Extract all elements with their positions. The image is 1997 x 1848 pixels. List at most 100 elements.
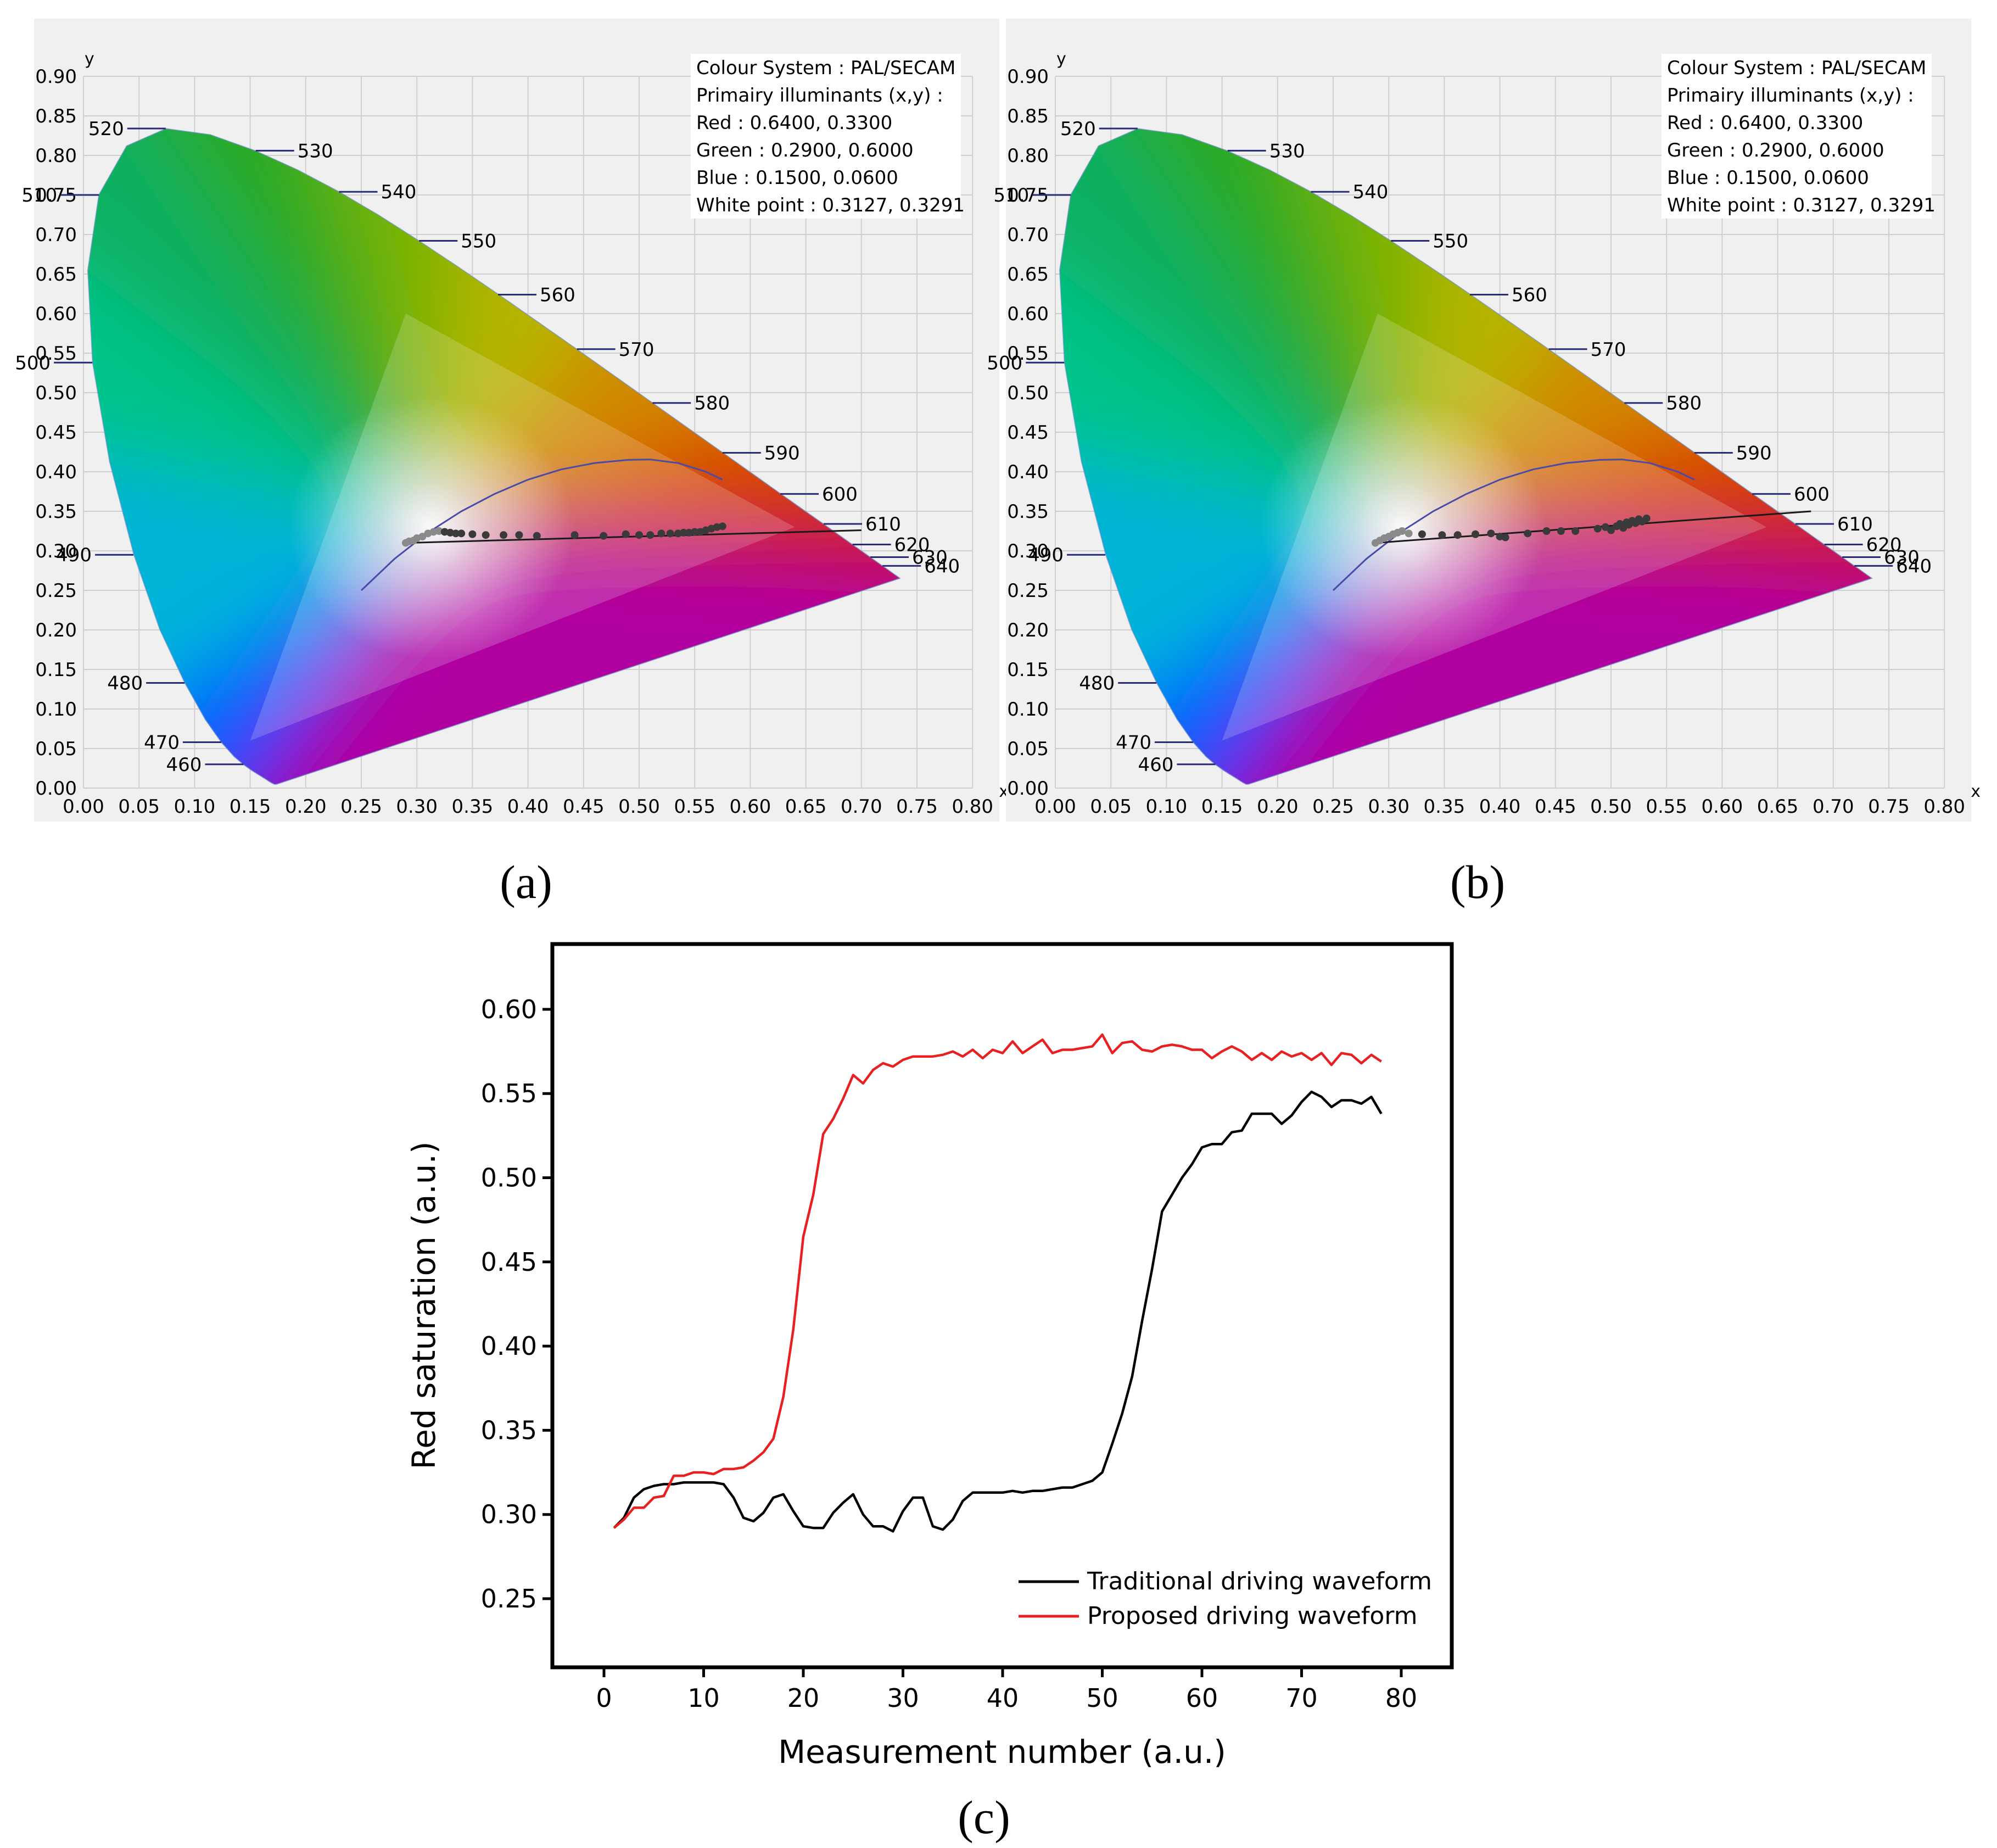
chart-c-frame	[550, 942, 1454, 1670]
a-wl-label-640: 640	[924, 555, 960, 577]
a-x-tick-6: 0.30	[396, 796, 438, 818]
a-wedge-28	[87, 129, 432, 528]
b-wl-label-640: 640	[1896, 555, 1932, 577]
a-wl-label-470: 470	[144, 732, 180, 753]
info-a-line-1: Colour System : PAL/SECAM	[696, 57, 955, 79]
a-wl-label-520: 520	[88, 118, 124, 140]
legend-label-proposed: Proposed driving waveform	[1087, 1602, 1418, 1630]
b-wl-label-530: 530	[1269, 140, 1305, 162]
a-x-tick-2: 0.10	[174, 796, 216, 818]
b-y-axis-label: y	[1056, 49, 1066, 69]
a-data-point-12	[468, 530, 477, 538]
chart-a-info-box: Colour System : PAL/SECAM Primairy illum…	[691, 54, 965, 219]
a-y-tick-8: 0.40	[35, 461, 77, 483]
a-y-tick-0: 0.00	[35, 778, 77, 800]
a-data-point-10	[452, 529, 460, 538]
b-data-point-19	[1593, 524, 1602, 533]
chart-c-x-axis-label: Measurement number (a.u.)	[778, 1733, 1226, 1771]
a-wl-label-590: 590	[764, 442, 800, 464]
b-wl-label-590: 590	[1736, 442, 1772, 464]
b-x-tick-13: 0.65	[1757, 796, 1799, 818]
panel-label-a: (a)	[500, 856, 552, 908]
b-wl-label-560: 560	[1512, 284, 1547, 306]
a-x-tick-11: 0.55	[674, 796, 715, 818]
b-trend-line	[1375, 510, 1811, 544]
a-data-point-22	[657, 529, 665, 538]
a-wl-label-480: 480	[107, 672, 143, 694]
b-x-tick-3: 0.15	[1201, 796, 1243, 818]
a-color-wedges	[87, 129, 900, 785]
c-x-tick-5: 50	[1086, 1683, 1118, 1713]
b-wl-label-630: 630	[1884, 547, 1920, 569]
b-data-point-14	[1501, 533, 1509, 541]
b-wl-label-540: 540	[1353, 181, 1389, 203]
b-data-point-21	[1607, 526, 1615, 534]
b-x-tick-0: 0.00	[1034, 796, 1076, 818]
a-x-tick-10: 0.50	[618, 796, 660, 818]
a-wl-label-620: 620	[894, 534, 930, 556]
a-y-tick-3: 0.15	[35, 659, 77, 681]
chart-b-info-box: Colour System : PAL/SECAM Primairy illum…	[1662, 54, 1936, 219]
b-y-tick-5: 0.25	[1007, 580, 1049, 602]
a-y-tick-4: 0.20	[35, 619, 77, 641]
b-data-point-8	[1418, 530, 1426, 538]
b-data-point-17	[1557, 527, 1565, 535]
b-x-tick-7: 0.35	[1424, 796, 1465, 818]
b-wl-label-480: 480	[1079, 672, 1115, 694]
a-x-tick-1: 0.05	[118, 796, 160, 818]
b-y-tick-9: 0.45	[1007, 422, 1049, 444]
chart-c-series	[613, 1033, 1383, 1533]
a-wedge-25	[87, 129, 432, 528]
a-y-tick-9: 0.45	[35, 422, 77, 444]
b-y-tick-10: 0.50	[1007, 382, 1049, 404]
b-x-tick-8: 0.40	[1479, 796, 1521, 818]
chart-b-axes: 0.00 0.05 0.10 0.15 0.20 0.25 0.30 0.35 0.40 0.45…	[1007, 49, 1981, 818]
b-wedge-14	[1059, 527, 1403, 785]
a-data-point-21	[646, 531, 655, 539]
a-wedge-29	[87, 129, 432, 528]
b-data-point-15	[1524, 529, 1532, 538]
b-wedge-purple	[1064, 528, 1872, 785]
info-b-line-3: Red : 0.6400, 0.3300	[1667, 112, 1863, 134]
a-wl-label-490: 490	[56, 544, 92, 566]
panel-label-b: (b)	[1450, 856, 1505, 908]
a-wl-label-600: 600	[822, 483, 858, 505]
a-y-axis-label: y	[85, 49, 94, 69]
a-y-tick-14: 0.70	[35, 224, 77, 246]
a-wl-label-550: 550	[461, 231, 496, 253]
c-y-tick-7: 0.60	[481, 995, 537, 1024]
c-y-tick-6: 0.55	[481, 1079, 537, 1108]
b-x-tick-16: 0.80	[1923, 796, 1965, 818]
a-data-point-15	[515, 531, 523, 539]
c-x-tick-0: 0	[596, 1683, 612, 1713]
a-wedge-12	[87, 527, 432, 785]
b-x-tick-6: 0.30	[1368, 796, 1409, 818]
b-y-tick-12: 0.60	[1007, 303, 1049, 325]
a-wedge-purple	[92, 528, 900, 785]
info-a-line-6: White point : 0.3127, 0.3291	[696, 194, 965, 216]
chart-a-axes: 0.00 0.05 0.10 0.15 0.20 0.25 0.30 0.35 0.40 0.45…	[35, 49, 1009, 818]
a-wedge-63	[430, 527, 900, 640]
b-y-tick-11: 0.55	[1007, 343, 1049, 365]
c-x-tick-7: 70	[1285, 1683, 1318, 1713]
c-series-traditional	[613, 1090, 1383, 1533]
b-wl-label-570: 570	[1591, 339, 1626, 361]
b-wl-label-550: 550	[1433, 231, 1468, 253]
a-data-point-16	[533, 532, 541, 540]
a-trend-line	[405, 529, 862, 544]
a-wedge-15	[87, 527, 432, 785]
b-y-tick-1: 0.05	[1007, 738, 1049, 760]
a-wl-label-630: 630	[912, 547, 948, 569]
legend-label-traditional: Traditional driving waveform	[1087, 1567, 1432, 1595]
c-x-tick-3: 30	[887, 1683, 919, 1713]
info-b-line-1: Colour System : PAL/SECAM	[1667, 57, 1926, 79]
c-x-tick-6: 60	[1186, 1683, 1218, 1713]
a-data-point-23	[666, 529, 674, 538]
b-y-tick-14: 0.70	[1007, 224, 1049, 246]
b-x-tick-1: 0.05	[1090, 796, 1132, 818]
a-x-tick-0: 0.00	[63, 796, 104, 818]
a-x-tick-5: 0.25	[340, 796, 382, 818]
a-y-tick-5: 0.25	[35, 580, 77, 602]
a-wl-label-540: 540	[381, 181, 417, 203]
